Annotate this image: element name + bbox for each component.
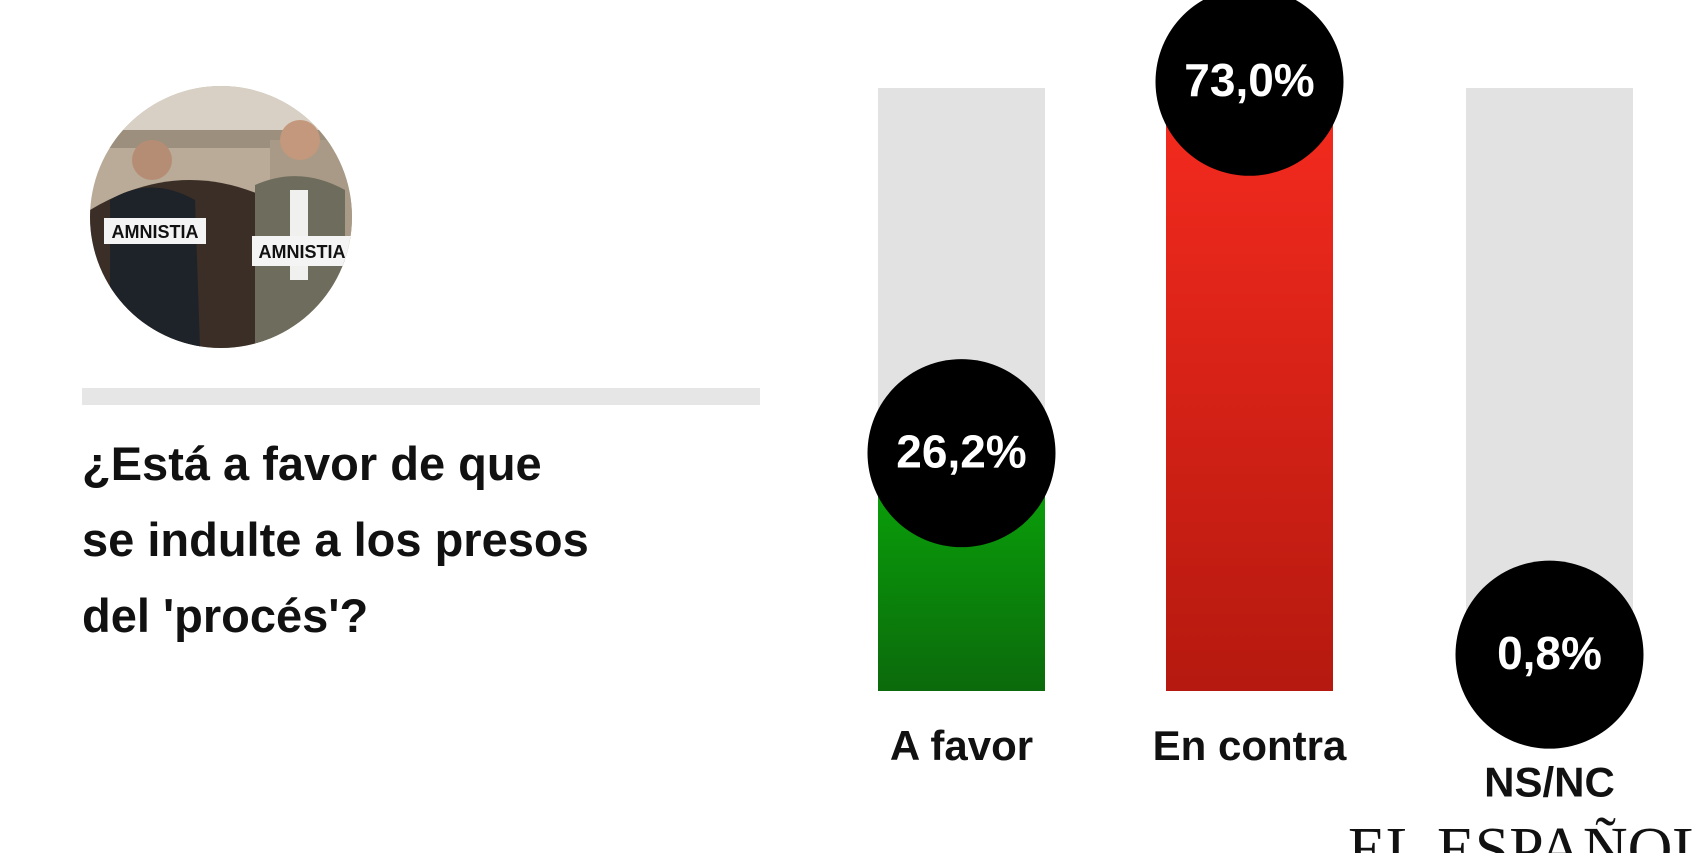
question-line: se indulte a los presos: [82, 513, 589, 566]
divider: [82, 388, 760, 405]
question-line: del 'procés'?: [82, 589, 368, 642]
question-line: ¿Está a favor de que: [82, 437, 542, 490]
photo-sign: AMNISTIA: [259, 242, 346, 262]
bar: [1166, 111, 1333, 692]
value-label: 0,8%: [1497, 627, 1602, 679]
category-label: A favor: [890, 722, 1033, 769]
value-label: 73,0%: [1184, 54, 1314, 106]
value-label: 26,2%: [896, 425, 1026, 477]
value-badge: [1155, 0, 1344, 176]
value-badge: [867, 359, 1056, 548]
brand: EL ESPAÑOL: [1348, 816, 1706, 853]
photo: AMNISTIA AMNISTIA: [90, 86, 352, 348]
category-label: NS/NC: [1484, 759, 1615, 806]
category-label: En contra: [1153, 722, 1347, 769]
value-badge: [1455, 560, 1644, 749]
photo-sign: AMNISTIA: [112, 222, 199, 242]
